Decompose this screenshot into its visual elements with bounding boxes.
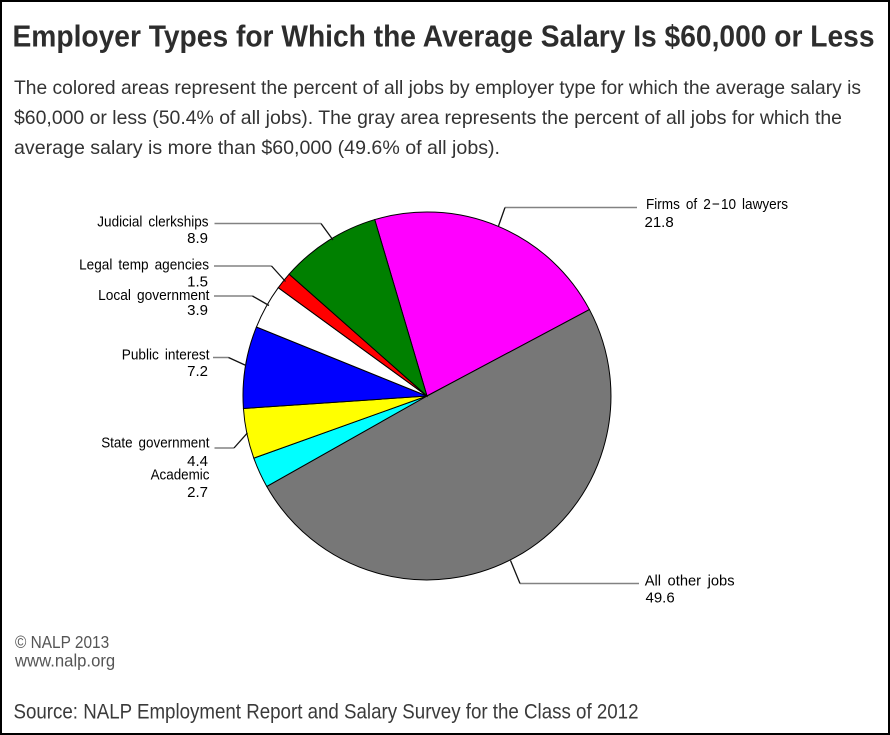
- svg-text:State government: State government: [101, 435, 210, 452]
- svg-text:www.nalp.org: www.nalp.org: [14, 651, 115, 671]
- svg-text:Source: NALP Employment Report: Source: NALP Employment Report and Salar…: [14, 701, 639, 724]
- svg-text:average salary is more than $6: average salary is more than $60,000 (49.…: [14, 137, 500, 159]
- svg-text:8.9: 8.9: [187, 230, 208, 247]
- svg-text:© NALP 2013: © NALP 2013: [15, 632, 109, 652]
- svg-text:Judicial clerkships: Judicial clerkships: [97, 214, 208, 231]
- svg-text:3.9: 3.9: [187, 302, 208, 319]
- svg-text:7.2: 7.2: [187, 363, 208, 380]
- svg-text:Local government: Local government: [98, 287, 210, 304]
- svg-text:4.4: 4.4: [187, 453, 208, 470]
- svg-text:Employer Types for Which the A: Employer Types for Which the Average Sal…: [13, 19, 875, 54]
- svg-text:Firms of 2 − 10 lawyers: Firms of 2 − 10 lawyers: [646, 196, 788, 213]
- svg-text:21.8: 21.8: [645, 214, 674, 231]
- svg-text:2.7: 2.7: [187, 484, 208, 501]
- svg-text:Public interest: Public interest: [122, 347, 210, 364]
- svg-text:Academic: Academic: [151, 467, 210, 484]
- svg-text:The colored areas represent th: The colored areas represent the percent …: [14, 77, 861, 99]
- svg-text:Legal temp agencies: Legal temp agencies: [79, 257, 209, 274]
- svg-text:$60,000 or less (50.4% of all: $60,000 or less (50.4% of all jobs). The…: [14, 107, 842, 129]
- svg-text:49.6: 49.6: [646, 590, 675, 607]
- svg-text:1.5: 1.5: [187, 274, 208, 291]
- svg-text:All other jobs: All other jobs: [645, 573, 735, 590]
